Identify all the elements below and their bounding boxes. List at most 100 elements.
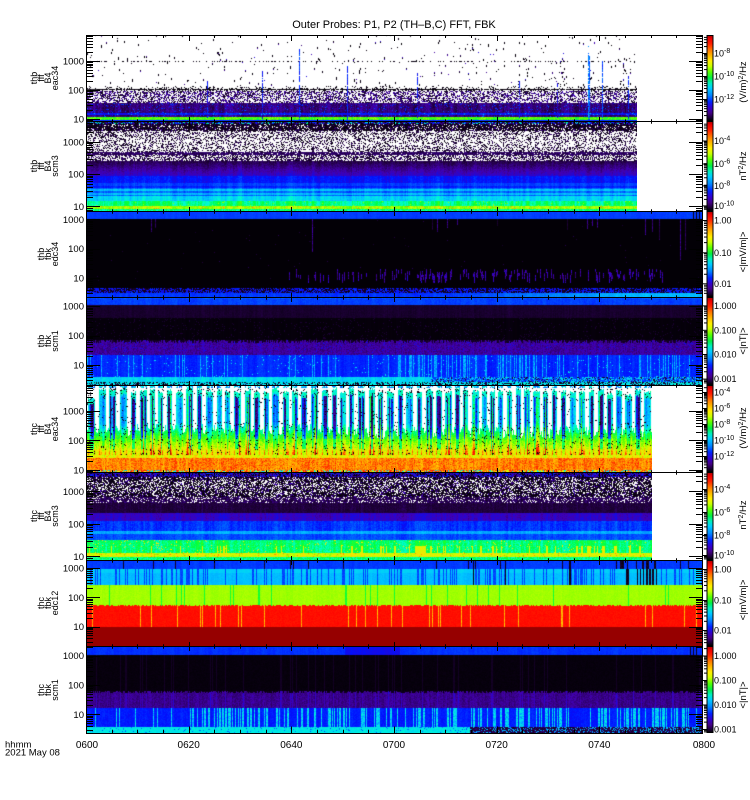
svg-text:10-10: 10-10 xyxy=(714,71,734,82)
svg-text:eac34: eac34 xyxy=(50,417,60,442)
svg-text:1000: 1000 xyxy=(63,651,84,662)
svg-text:0.010: 0.010 xyxy=(714,700,737,710)
svg-text:fbk: fbk xyxy=(43,597,53,610)
svg-text:10-6: 10-6 xyxy=(714,159,730,170)
svg-text:0640: 0640 xyxy=(280,740,303,751)
svg-text:0.100: 0.100 xyxy=(714,676,737,686)
svg-text:2021 May 08: 2021 May 08 xyxy=(5,748,60,759)
svg-text:1000: 1000 xyxy=(63,407,84,418)
svg-text:1000: 1000 xyxy=(63,57,84,68)
svg-text:scm3: scm3 xyxy=(50,155,60,177)
svg-text:10-10: 10-10 xyxy=(714,435,734,446)
svg-text:thb: thb xyxy=(36,248,46,261)
svg-text:10-8: 10-8 xyxy=(714,180,730,191)
svg-text:<|mV/m|>: <|mV/m|> xyxy=(738,231,749,272)
svg-text:1000: 1000 xyxy=(63,302,84,313)
svg-text:thc: thc xyxy=(29,510,39,523)
svg-text:0.001: 0.001 xyxy=(714,725,737,735)
svg-text:edc34: edc34 xyxy=(50,242,60,267)
svg-text:10-12: 10-12 xyxy=(714,94,734,105)
svg-text:100: 100 xyxy=(68,681,84,692)
svg-text:1.00: 1.00 xyxy=(714,216,732,226)
svg-text:Outer Probes: P1, P2 (TH–B,C): Outer Probes: P1, P2 (TH–B,C) FFT, FBK xyxy=(292,19,496,31)
svg-text:10-4: 10-4 xyxy=(714,387,730,398)
svg-text:0740: 0740 xyxy=(588,740,611,751)
svg-text:10-6: 10-6 xyxy=(714,403,730,414)
svg-text:hhmm: hhmm xyxy=(5,740,31,751)
svg-text:100: 100 xyxy=(68,593,84,604)
svg-text:0600: 0600 xyxy=(76,740,99,751)
svg-text:10-8: 10-8 xyxy=(714,419,730,430)
svg-text:thc: thc xyxy=(36,684,46,697)
svg-text:0.001: 0.001 xyxy=(714,374,737,384)
svg-text:<|mV/m|>: <|mV/m|> xyxy=(738,579,749,620)
svg-text:nT2/Hz: nT2/Hz xyxy=(738,151,749,181)
svg-text:fff: fff xyxy=(36,425,46,433)
svg-text:100: 100 xyxy=(68,244,84,255)
svg-text:10-8: 10-8 xyxy=(714,48,730,59)
svg-text:0.10: 0.10 xyxy=(714,248,732,258)
svg-text:10: 10 xyxy=(73,552,84,563)
svg-text:0.010: 0.010 xyxy=(714,350,737,360)
svg-text:10: 10 xyxy=(73,710,84,721)
svg-text:fbk: fbk xyxy=(43,335,53,348)
svg-text:1000: 1000 xyxy=(63,564,84,575)
svg-text:fff: fff xyxy=(36,162,46,170)
svg-text:thb: thb xyxy=(29,72,39,85)
svg-text:(V/m)2/Hz: (V/m)2/Hz xyxy=(738,407,749,449)
svg-text:fff: fff xyxy=(36,512,46,520)
svg-text:10-10: 10-10 xyxy=(714,200,734,211)
svg-text:B4: B4 xyxy=(43,510,53,521)
svg-text:thc: thc xyxy=(29,423,39,436)
svg-text:100: 100 xyxy=(68,436,84,447)
svg-text:<|nT|>: <|nT|> xyxy=(738,327,749,355)
svg-text:0.01: 0.01 xyxy=(714,626,732,636)
svg-text:10: 10 xyxy=(73,622,84,633)
svg-text:1000: 1000 xyxy=(63,215,84,226)
svg-text:100: 100 xyxy=(68,519,84,530)
svg-text:0720: 0720 xyxy=(486,740,509,751)
svg-text:10-10: 10-10 xyxy=(714,550,734,561)
svg-text:10: 10 xyxy=(73,465,84,476)
svg-text:fbk: fbk xyxy=(43,684,53,697)
svg-text:10-4: 10-4 xyxy=(714,136,730,147)
svg-text:0700: 0700 xyxy=(383,740,406,751)
svg-text:B4: B4 xyxy=(43,423,53,434)
svg-text:10-12: 10-12 xyxy=(714,451,734,462)
svg-text:edc12: edc12 xyxy=(50,591,60,616)
svg-text:1000: 1000 xyxy=(63,487,84,498)
svg-text:10-6: 10-6 xyxy=(714,507,730,518)
svg-text:thb: thb xyxy=(29,160,39,173)
svg-text:100: 100 xyxy=(68,170,84,181)
svg-text:10-4: 10-4 xyxy=(714,484,730,495)
svg-text:scm1: scm1 xyxy=(50,330,60,352)
svg-text:eac34: eac34 xyxy=(50,66,60,91)
svg-text:scm3: scm3 xyxy=(50,505,60,527)
svg-text:(V/m)2/Hz: (V/m)2/Hz xyxy=(738,61,749,103)
svg-text:100: 100 xyxy=(68,86,84,97)
svg-text:100: 100 xyxy=(68,331,84,342)
svg-text:10: 10 xyxy=(73,115,84,126)
svg-text:B4: B4 xyxy=(43,160,53,171)
svg-text:1.000: 1.000 xyxy=(714,301,737,311)
svg-text:10: 10 xyxy=(73,202,84,213)
svg-text:fbk: fbk xyxy=(43,248,53,261)
svg-text:scm1: scm1 xyxy=(50,679,60,701)
svg-text:fff: fff xyxy=(36,74,46,82)
svg-text:thc: thc xyxy=(36,597,46,610)
svg-text:0.01: 0.01 xyxy=(714,279,732,289)
svg-text:10: 10 xyxy=(73,361,84,372)
svg-text:1.00: 1.00 xyxy=(714,565,732,575)
svg-text:0.10: 0.10 xyxy=(714,596,732,606)
svg-text:B4: B4 xyxy=(43,72,53,83)
svg-text:0.100: 0.100 xyxy=(714,325,737,335)
svg-text:thb: thb xyxy=(36,335,46,348)
svg-text:0800: 0800 xyxy=(693,740,716,751)
svg-text:10: 10 xyxy=(73,274,84,285)
svg-text:nT2/Hz: nT2/Hz xyxy=(738,500,749,530)
svg-text:1000: 1000 xyxy=(63,138,84,149)
svg-text:<|nT|>: <|nT|> xyxy=(738,681,749,709)
svg-text:10-8: 10-8 xyxy=(714,530,730,541)
svg-text:0620: 0620 xyxy=(178,740,201,751)
svg-text:1.000: 1.000 xyxy=(714,651,737,661)
